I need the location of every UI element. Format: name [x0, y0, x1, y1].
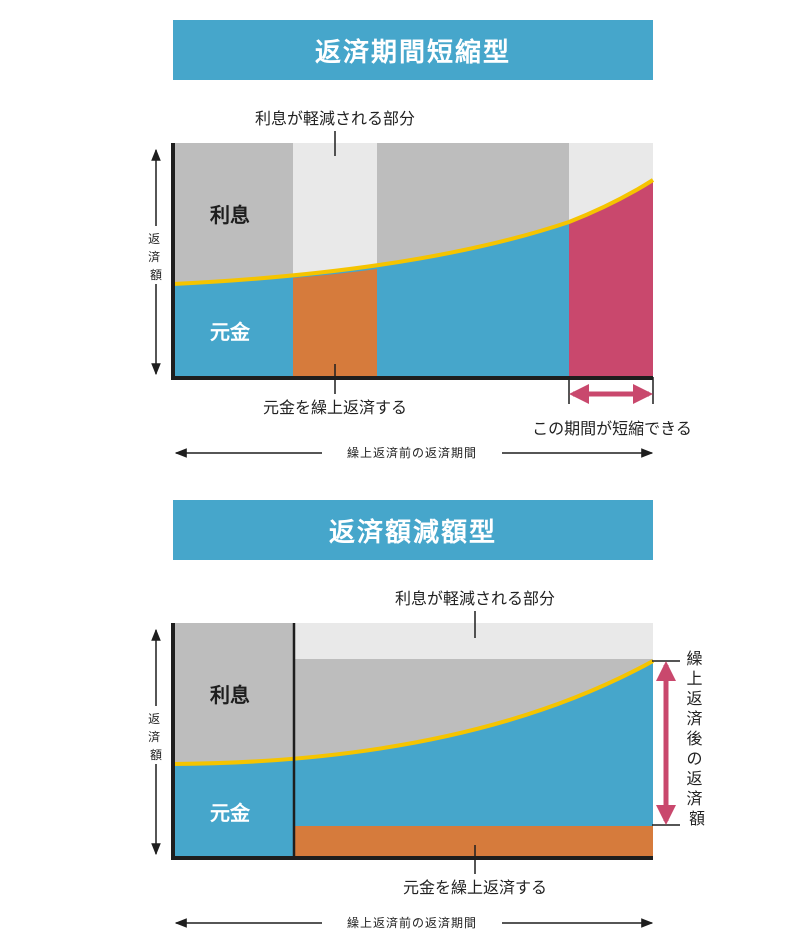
chart-period-shortening: 利息 元金 利息が軽減される部分 元金を繰上返済する この期間が短縮できる 返 … — [146, 109, 692, 463]
x-axis-label: 繰上返済前の返済期間 — [347, 915, 477, 930]
y-axis-label-char: 済 — [148, 729, 160, 744]
after-payment-label-char: 返 — [686, 769, 702, 788]
y-axis-label: 返 済 額 — [148, 712, 164, 762]
after-payment-label-char: の — [686, 749, 702, 768]
principal-label: 元金 — [210, 801, 251, 825]
principal-label: 元金 — [210, 320, 251, 344]
prepaid-principal-region — [294, 826, 653, 859]
shortened-period-caption: この期間が短縮できる — [532, 419, 692, 438]
title-period-shortening: 返済期間短縮型 — [314, 37, 511, 68]
x-axis-label: 繰上返済前の返済期間 — [347, 445, 477, 460]
after-payment-label: 繰 上 返 済 後 の 返 済 額 — [686, 649, 707, 828]
reduced-interest-caption: 利息が軽減される部分 — [395, 589, 555, 608]
interest-label: 利息 — [210, 683, 250, 707]
after-payment-label-char: 後 — [686, 729, 702, 748]
principal-interest-boundary-line — [172, 178, 655, 286]
y-axis-label: 返 済 額 — [148, 232, 164, 282]
title-payment-reduction: 返済額減額型 — [328, 517, 497, 548]
y-axis-label-char: 済 — [148, 249, 160, 264]
prepaid-principal-region — [293, 269, 377, 379]
shortened-period-region — [569, 180, 653, 379]
y-axis-label-char: 額 — [150, 268, 162, 282]
prepay-caption: 元金を繰上返済する — [263, 398, 407, 417]
after-payment-label-char: 繰 — [686, 649, 702, 668]
after-payment-label-char: 上 — [686, 669, 702, 688]
reduced-interest-region — [294, 623, 653, 659]
y-axis-label-char: 返 — [148, 232, 160, 246]
title-banner-period-shortening: 返済期間短縮型 — [173, 20, 653, 80]
after-payment-label-char: 返 — [686, 689, 702, 708]
principal-interest-boundary-line — [172, 659, 654, 766]
chart-payment-reduction: 利息 元金 利息が軽減される部分 元金を繰上返済する 繰 上 返 済 後 の 返… — [146, 589, 707, 933]
after-payment-label-char: 済 — [686, 709, 702, 728]
y-axis-label-char: 返 — [148, 712, 160, 726]
after-payment-label-char: 済 — [686, 789, 702, 808]
after-payment-label-char: 額 — [689, 809, 705, 828]
reduced-interest-caption: 利息が軽減される部分 — [255, 109, 415, 128]
prepay-caption: 元金を繰上返済する — [403, 878, 547, 897]
title-banner-payment-reduction: 返済額減額型 — [173, 500, 653, 560]
interest-label: 利息 — [210, 203, 250, 227]
y-axis-label-char: 額 — [150, 748, 162, 762]
